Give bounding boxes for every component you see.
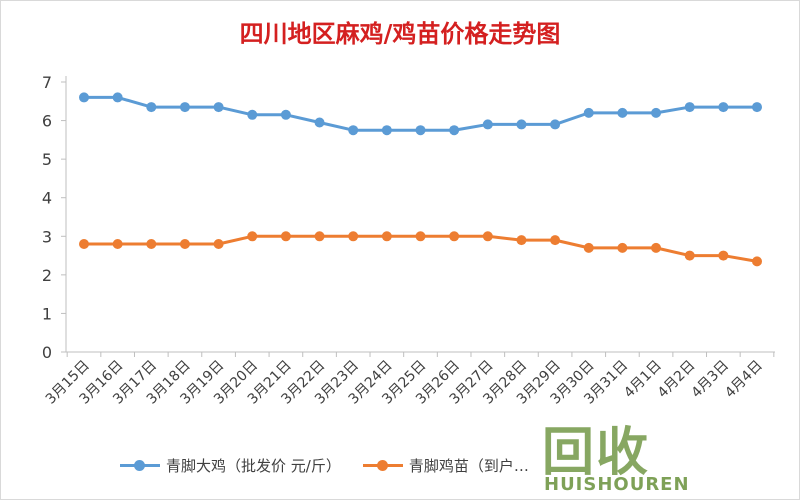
series-2-point <box>583 242 594 253</box>
series-2-point <box>516 235 527 246</box>
series-1-point <box>381 125 392 136</box>
series-2-point <box>79 239 89 249</box>
series-2-point <box>415 231 426 242</box>
y-tick-label: 6 <box>42 112 52 131</box>
legend-label-series-1: 青脚大鸡（批发价 元/斤） <box>166 456 341 475</box>
series-1-point <box>213 102 224 113</box>
series-2-point <box>684 250 695 261</box>
series-1-point <box>247 109 258 120</box>
series-2-point <box>482 231 493 242</box>
series-1-point <box>280 109 291 120</box>
series-2-point <box>651 242 662 253</box>
series-2-point <box>752 256 762 267</box>
legend-item-series-2: 青脚鸡苗（到户… <box>362 455 529 476</box>
series-1-point <box>449 125 460 136</box>
series-1-point <box>348 125 359 136</box>
series-1-point <box>179 102 190 113</box>
series-2-point <box>280 231 291 242</box>
series-2-point <box>550 235 561 246</box>
series-2-point <box>146 239 157 249</box>
series-1-point <box>112 92 123 103</box>
legend-swatch-series-2 <box>362 458 403 472</box>
watermark-mark: 回收 <box>542 423 651 483</box>
series-1-point <box>583 107 594 118</box>
series-1-point <box>684 102 695 113</box>
series-1-point <box>314 117 325 128</box>
legend: 青脚大鸡（批发价 元/斤） 青脚鸡苗（到户… <box>120 453 551 477</box>
series-1-point <box>146 102 157 113</box>
series-1-point <box>516 119 527 130</box>
y-tick-label: 2 <box>42 266 52 285</box>
y-tick-label: 7 <box>42 73 52 92</box>
series-1-point <box>482 119 493 130</box>
y-tick-label: 5 <box>42 150 52 169</box>
series-2-point <box>718 250 729 261</box>
series-1-point <box>550 119 561 130</box>
series-2-point <box>381 231 392 242</box>
series-1-point <box>79 92 89 103</box>
y-tick-label: 4 <box>42 189 52 208</box>
series-2-point <box>617 242 628 253</box>
x-tick-label: 4月4日 <box>722 358 766 402</box>
y-tick-label: 0 <box>42 343 52 362</box>
watermark-logo: 回收 HUISHOUREN <box>538 410 738 498</box>
series-1-point <box>651 107 662 118</box>
series-1-point <box>617 107 628 118</box>
legend-label-series-2: 青脚鸡苗（到户… <box>408 456 529 475</box>
series-2-point <box>314 231 325 242</box>
series-1-point <box>752 102 762 113</box>
y-tick-label: 1 <box>42 304 52 323</box>
series-2-point <box>179 239 190 249</box>
series-1-point <box>718 102 729 113</box>
watermark-text: HUISHOUREN <box>544 474 690 495</box>
chart-title: 四川地区麻鸡/鸡苗价格走势图 <box>239 19 561 48</box>
series-2-point <box>348 231 359 242</box>
series-1-point <box>415 125 426 136</box>
y-tick-label: 3 <box>42 227 52 246</box>
series-2-point <box>213 239 224 249</box>
series-2-point <box>247 231 258 242</box>
series-2-point <box>449 231 460 242</box>
legend-item-series-1: 青脚大鸡（批发价 元/斤） <box>120 455 341 476</box>
legend-swatch-series-1 <box>120 458 160 472</box>
series-2-point <box>112 239 123 249</box>
